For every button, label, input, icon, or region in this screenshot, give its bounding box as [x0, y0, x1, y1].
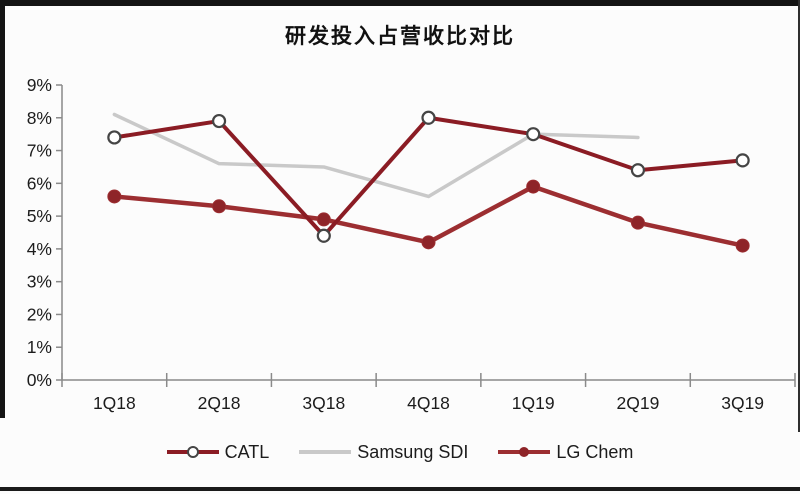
x-tick-label: 1Q19 — [512, 393, 555, 413]
x-tick-label: 4Q18 — [407, 393, 450, 413]
data-point-filled-circle — [526, 179, 541, 194]
data-point-open-circle — [211, 113, 227, 129]
x-tick-label: 2Q19 — [617, 393, 660, 413]
y-tick-label: 2% — [27, 304, 52, 324]
data-point-filled-circle — [107, 189, 122, 204]
legend-label-catl: CATL — [224, 441, 270, 462]
panel-border-right — [798, 0, 800, 432]
panel-border-bottom — [0, 487, 800, 491]
legend-item-lg-chem: LG Chem — [498, 442, 633, 463]
chart-title: 研发投入占营收比对比 — [285, 25, 515, 48]
data-point-open-circle — [107, 130, 122, 145]
x-tick-label: 3Q18 — [302, 393, 345, 413]
legend-label-samsung-sdi: Samsung SDI — [357, 441, 469, 462]
data-point-open-circle — [316, 228, 331, 243]
series-line-catl — [112, 115, 745, 238]
lg-chem-line-swatch — [498, 447, 551, 457]
legend-label-lg-chem: LG Chem — [556, 441, 634, 462]
x-tick-label: 2Q18 — [198, 393, 241, 413]
y-tick-label: 0% — [27, 370, 52, 390]
data-point-filled-circle — [735, 238, 750, 253]
samsung-sdi-line-swatch — [299, 450, 352, 454]
data-point-filled-circle — [212, 199, 227, 214]
y-tick-label: 8% — [27, 108, 52, 128]
data-point-filled-circle — [630, 215, 645, 230]
y-tick-label: 7% — [27, 141, 52, 161]
series-line-samsung-sdi — [112, 112, 640, 199]
data-point-open-circle — [630, 163, 646, 178]
panel-border-left — [0, 0, 5, 418]
data-point-open-circle — [421, 110, 436, 125]
data-point-open-circle — [735, 153, 750, 168]
panel-border-top — [0, 0, 800, 6]
legend-item-catl: CATL — [166, 441, 270, 463]
data-point-filled-circle — [421, 235, 436, 250]
catl-line-swatch — [166, 446, 219, 458]
data-point-filled-circle — [316, 212, 331, 227]
legend-item-samsung-sdi: Samsung SDI — [299, 442, 468, 463]
x-tick-label: 3Q19 — [721, 393, 764, 413]
y-tick-label: 1% — [27, 337, 52, 357]
data-point-open-circle — [526, 127, 541, 142]
chart-legend: CATL Samsung SDI LG Chem — [0, 438, 800, 466]
y-tick-label: 5% — [27, 206, 52, 226]
y-tick-label: 4% — [27, 239, 52, 259]
y-tick-label: 9% — [27, 75, 52, 95]
y-tick-label: 6% — [27, 173, 52, 193]
x-tick-label: 1Q18 — [93, 393, 136, 413]
y-tick-label: 3% — [27, 272, 52, 292]
